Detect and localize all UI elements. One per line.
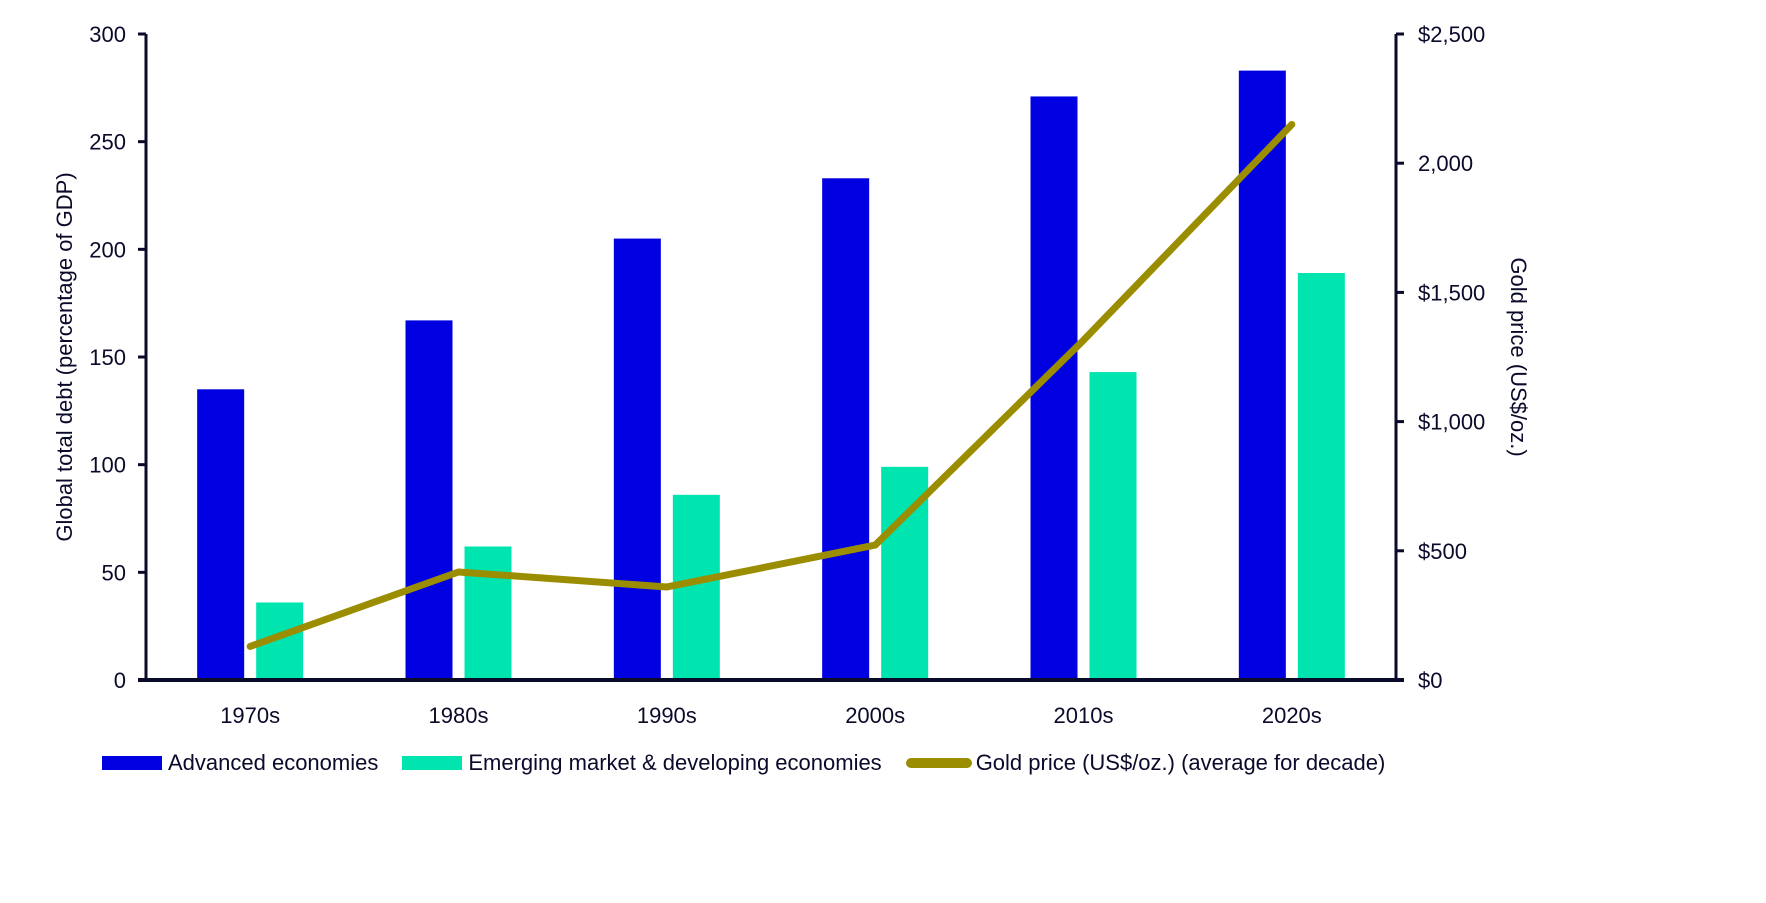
bars-group [197, 70, 1345, 681]
bar-advanced-1980s [405, 320, 453, 680]
legend-swatch-emerging [402, 756, 463, 770]
y2-axis-title: Gold price (US$/oz.) [1506, 257, 1531, 456]
y-tick-label: 300 [89, 22, 126, 47]
bar-advanced-2020s [1238, 70, 1286, 680]
bar-advanced-1990s [613, 238, 661, 681]
x-tick-label: 2020s [1262, 703, 1322, 728]
y2-tick-label: $500 [1418, 539, 1467, 564]
x-tick-label: 2000s [845, 703, 905, 728]
y-tick-label: 100 [89, 453, 126, 478]
y-tick-label: 0 [114, 668, 126, 693]
bar-emerging-1980s [464, 546, 512, 680]
legend-label-gold: Gold price (US$/oz.) (average for decade… [975, 750, 1386, 775]
ticks-group: 1970s 1980s 1990s 2000s 2010s 2020s 0 50 100 150 2… [89, 22, 1485, 728]
y-tick-label: 250 [89, 130, 126, 155]
x-tick-label: 1980s [429, 703, 489, 728]
y2-tick-label: $1,000 [1418, 410, 1485, 435]
bar-advanced-2000s [822, 178, 870, 681]
bar-advanced-1970s [197, 389, 245, 680]
legend-label-advanced: Advanced economies [168, 750, 379, 775]
x-tick-label: 2010s [1054, 703, 1114, 728]
bar-emerging-2010s [1089, 372, 1137, 680]
y-axis-title: Global total debt (percentage of GDP) [52, 172, 77, 541]
legend: Advanced economies Emerging market & dev… [102, 750, 1409, 776]
y2-tick-label: $0 [1418, 668, 1442, 693]
legend-item-emerging: Emerging market & developing economies [402, 750, 882, 776]
legend-item-gold: Gold price (US$/oz.) (average for decade… [905, 750, 1386, 776]
gold-line-group [246, 120, 1296, 650]
y2-tick-label: $2,500 [1418, 22, 1485, 47]
legend-swatch-gold [905, 758, 972, 768]
axes-group [138, 34, 1404, 682]
x-tick-label: 1990s [637, 703, 697, 728]
gold-price-line [246, 120, 1296, 650]
y-tick-label: 200 [89, 237, 126, 262]
legend-item-advanced: Advanced economies [102, 750, 378, 776]
bar-emerging-2020s [1297, 273, 1345, 680]
legend-label-emerging: Emerging market & developing economies [468, 750, 882, 775]
y2-tick-label: $1,500 [1418, 280, 1485, 305]
y-tick-label: 50 [102, 560, 126, 585]
y2-tick-label: 2,000 [1418, 151, 1473, 176]
x-tick-label: 1970s [220, 703, 280, 728]
y-tick-label: 150 [89, 345, 126, 370]
legend-swatch-advanced [102, 756, 162, 770]
